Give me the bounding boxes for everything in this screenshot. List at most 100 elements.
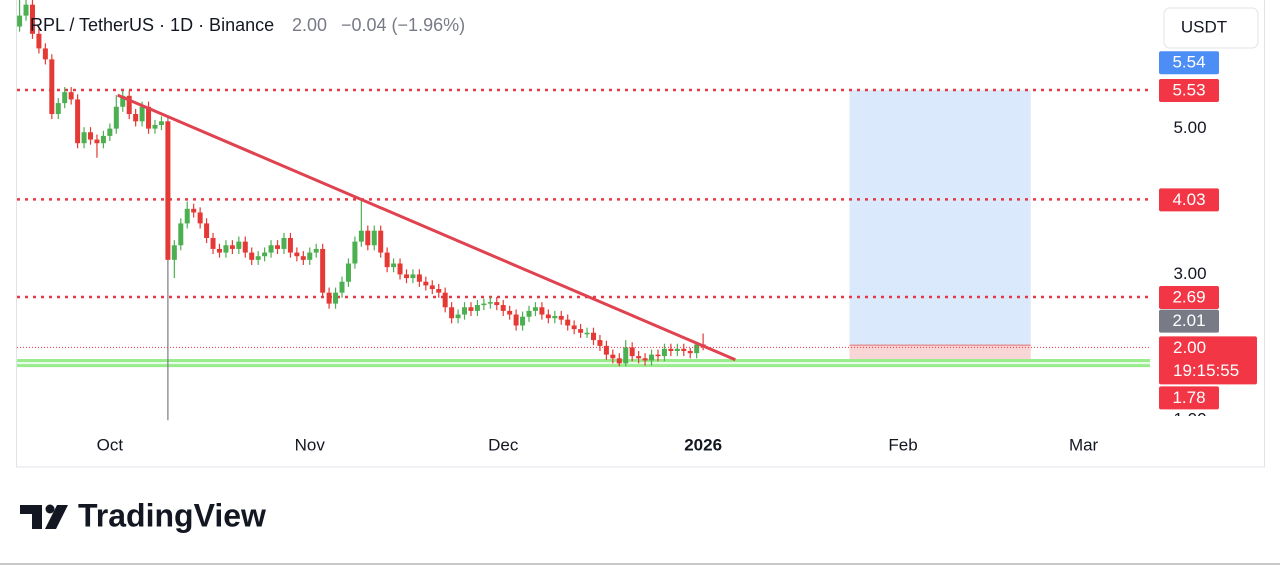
- candle-body: [616, 358, 622, 364]
- candle-body: [410, 274, 416, 279]
- candle-body: [229, 245, 235, 249]
- candle-body: [649, 354, 655, 361]
- candle-body: [371, 230, 377, 246]
- candle-body: [210, 237, 216, 249]
- price-label-box: [1159, 286, 1219, 310]
- candle-body: [449, 307, 455, 319]
- candle-body: [661, 348, 667, 357]
- candle-body: [436, 289, 442, 293]
- candle-body: [81, 132, 87, 144]
- candle-body: [49, 59, 55, 115]
- candle-body: [526, 310, 532, 317]
- candle-body: [578, 329, 584, 333]
- candle-body: [339, 281, 345, 293]
- chart-frame: [16, 0, 1265, 468]
- candle-body: [442, 292, 448, 308]
- candle-body: [287, 237, 293, 253]
- x-tick-label: Nov: [295, 435, 326, 454]
- candle-body: [313, 248, 319, 253]
- candle-body: [674, 348, 680, 351]
- candle-body: [636, 356, 642, 359]
- candle-body: [378, 230, 384, 253]
- candle-body: [171, 245, 177, 260]
- currency-button[interactable]: [1163, 7, 1259, 49]
- candle-body: [352, 241, 358, 264]
- candle-body: [300, 256, 306, 260]
- candle-body: [507, 310, 513, 315]
- candle-body: [565, 319, 571, 326]
- candle-body: [100, 135, 106, 144]
- candle-body: [429, 285, 435, 290]
- candle-body: [294, 252, 300, 257]
- candle-body: [520, 316, 526, 326]
- candle-body: [358, 230, 364, 242]
- brand-name: TradingView: [78, 497, 266, 533]
- candle-body: [17, 15, 23, 27]
- candle-body: [391, 263, 397, 268]
- candle-body: [62, 92, 68, 104]
- price-label: 2.01: [1172, 311, 1205, 330]
- axis-mask: [1151, 416, 1251, 428]
- candle-body: [75, 99, 81, 144]
- candle-body: [384, 252, 390, 268]
- candle-body: [204, 223, 210, 238]
- y-tick-label: 3.00: [1173, 264, 1206, 283]
- countdown: 19:15:55: [1173, 361, 1239, 380]
- price-label-box: [1159, 309, 1219, 333]
- candle-body: [113, 106, 119, 129]
- brand-logo: [20, 504, 68, 529]
- candle-body: [558, 315, 564, 320]
- candle-body: [184, 208, 190, 224]
- candle-body: [513, 314, 519, 326]
- price-label-box: [1159, 386, 1219, 410]
- candle-body: [107, 128, 113, 136]
- candle-body: [223, 245, 229, 253]
- candle-body: [571, 325, 577, 330]
- candle-body: [262, 252, 268, 257]
- candle-body: [242, 241, 248, 253]
- candle-body: [597, 340, 603, 346]
- candle-body: [275, 245, 281, 249]
- candle-body: [462, 307, 468, 315]
- candle-body: [545, 314, 551, 319]
- candle-body: [539, 307, 545, 315]
- candle-body: [642, 358, 648, 361]
- price-label: 5.54: [1172, 53, 1205, 72]
- candle-body: [23, 4, 29, 16]
- candle-body: [158, 121, 164, 125]
- candle-body: [590, 332, 596, 341]
- candle-body: [494, 302, 500, 306]
- candle-body: [178, 223, 184, 246]
- chart-title: RPL / TetherUS · 1D · Binance: [30, 15, 274, 35]
- candle-body: [139, 106, 145, 122]
- x-tick-label: 2026: [684, 435, 722, 454]
- candle-body: [345, 263, 351, 282]
- candle-body: [281, 237, 287, 249]
- candle-body: [532, 307, 538, 311]
- candle-body: [668, 348, 674, 351]
- price-label: 2.00: [1173, 338, 1206, 357]
- candle-body: [326, 292, 332, 304]
- price-label-box: [1159, 336, 1257, 385]
- price-label: 4.03: [1172, 190, 1205, 209]
- y-tick-label: 5.00: [1173, 118, 1206, 137]
- candle-body: [216, 248, 222, 253]
- candle-body: [403, 274, 409, 279]
- candle-body: [455, 314, 461, 319]
- candle-body: [146, 106, 152, 129]
- candle-body: [629, 347, 635, 357]
- candle-body: [500, 305, 506, 311]
- candle-body: [423, 281, 429, 286]
- price-label: 5.53: [1172, 80, 1205, 99]
- stop-zone: [849, 345, 1031, 362]
- candle-body: [365, 230, 371, 246]
- candle-body: [152, 124, 158, 129]
- candle-body: [191, 208, 197, 213]
- candle-body: [320, 248, 326, 293]
- candle-body: [623, 347, 629, 364]
- target-zone: [849, 89, 1031, 346]
- price-label-box: [1159, 51, 1219, 75]
- price-label-box: [1159, 78, 1219, 102]
